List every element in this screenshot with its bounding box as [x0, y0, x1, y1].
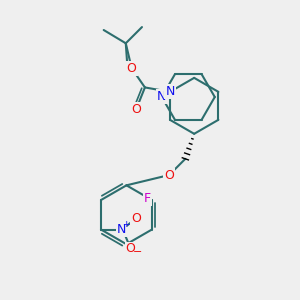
Text: O: O: [131, 103, 141, 116]
Text: −: −: [133, 247, 142, 257]
Text: N: N: [157, 91, 167, 103]
Text: O: O: [131, 212, 141, 225]
Text: O: O: [125, 242, 135, 255]
Text: N: N: [117, 223, 126, 236]
Text: O: O: [127, 62, 136, 75]
Text: O: O: [164, 169, 174, 182]
Text: +: +: [122, 220, 130, 229]
Text: N: N: [165, 85, 175, 98]
Text: F: F: [144, 192, 151, 205]
